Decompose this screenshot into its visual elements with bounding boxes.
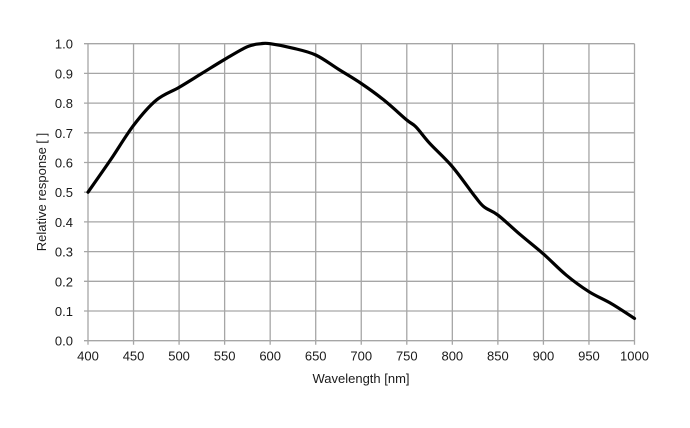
y-tick-label: 0.6: [55, 156, 73, 171]
y-tick-label: 0.0: [55, 334, 73, 349]
x-tick-label: 550: [214, 349, 236, 364]
grid: [84, 43, 636, 345]
y-tick-label: 0.2: [55, 274, 73, 289]
x-tick-label: 1000: [620, 349, 649, 364]
y-tick-label: 0.9: [55, 66, 73, 81]
y-tick-label: 0.8: [55, 96, 73, 111]
y-tick-label: 0.3: [55, 245, 73, 260]
x-tick-label: 650: [305, 349, 327, 364]
x-tick-label: 800: [441, 349, 463, 364]
x-tick-label: 600: [259, 349, 281, 364]
x-tick-label: 500: [168, 349, 190, 364]
y-tick-label: 0.4: [55, 215, 73, 230]
x-tick-label: 900: [533, 349, 555, 364]
series-line: [86, 41, 637, 321]
tick-labels: 400 450 500 550 600 650 700 750 800 850 900 950 1000…: [55, 37, 649, 364]
x-tick-label: 850: [487, 349, 509, 364]
x-tick-label: 950: [578, 349, 600, 364]
y-tick-label: 0.7: [55, 126, 73, 141]
y-axis-label: Relative response [ ]: [34, 133, 49, 252]
y-tick-label: 0.5: [55, 185, 73, 200]
y-tick-label: 0.1: [55, 304, 73, 319]
y-tick-label: 1.0: [55, 37, 73, 52]
x-tick-label: 700: [350, 349, 372, 364]
x-tick-label: 750: [396, 349, 418, 364]
x-axis-label: Wavelength [nm]: [312, 371, 409, 386]
x-tick-label: 400: [77, 349, 99, 364]
x-tick-label: 450: [123, 349, 145, 364]
